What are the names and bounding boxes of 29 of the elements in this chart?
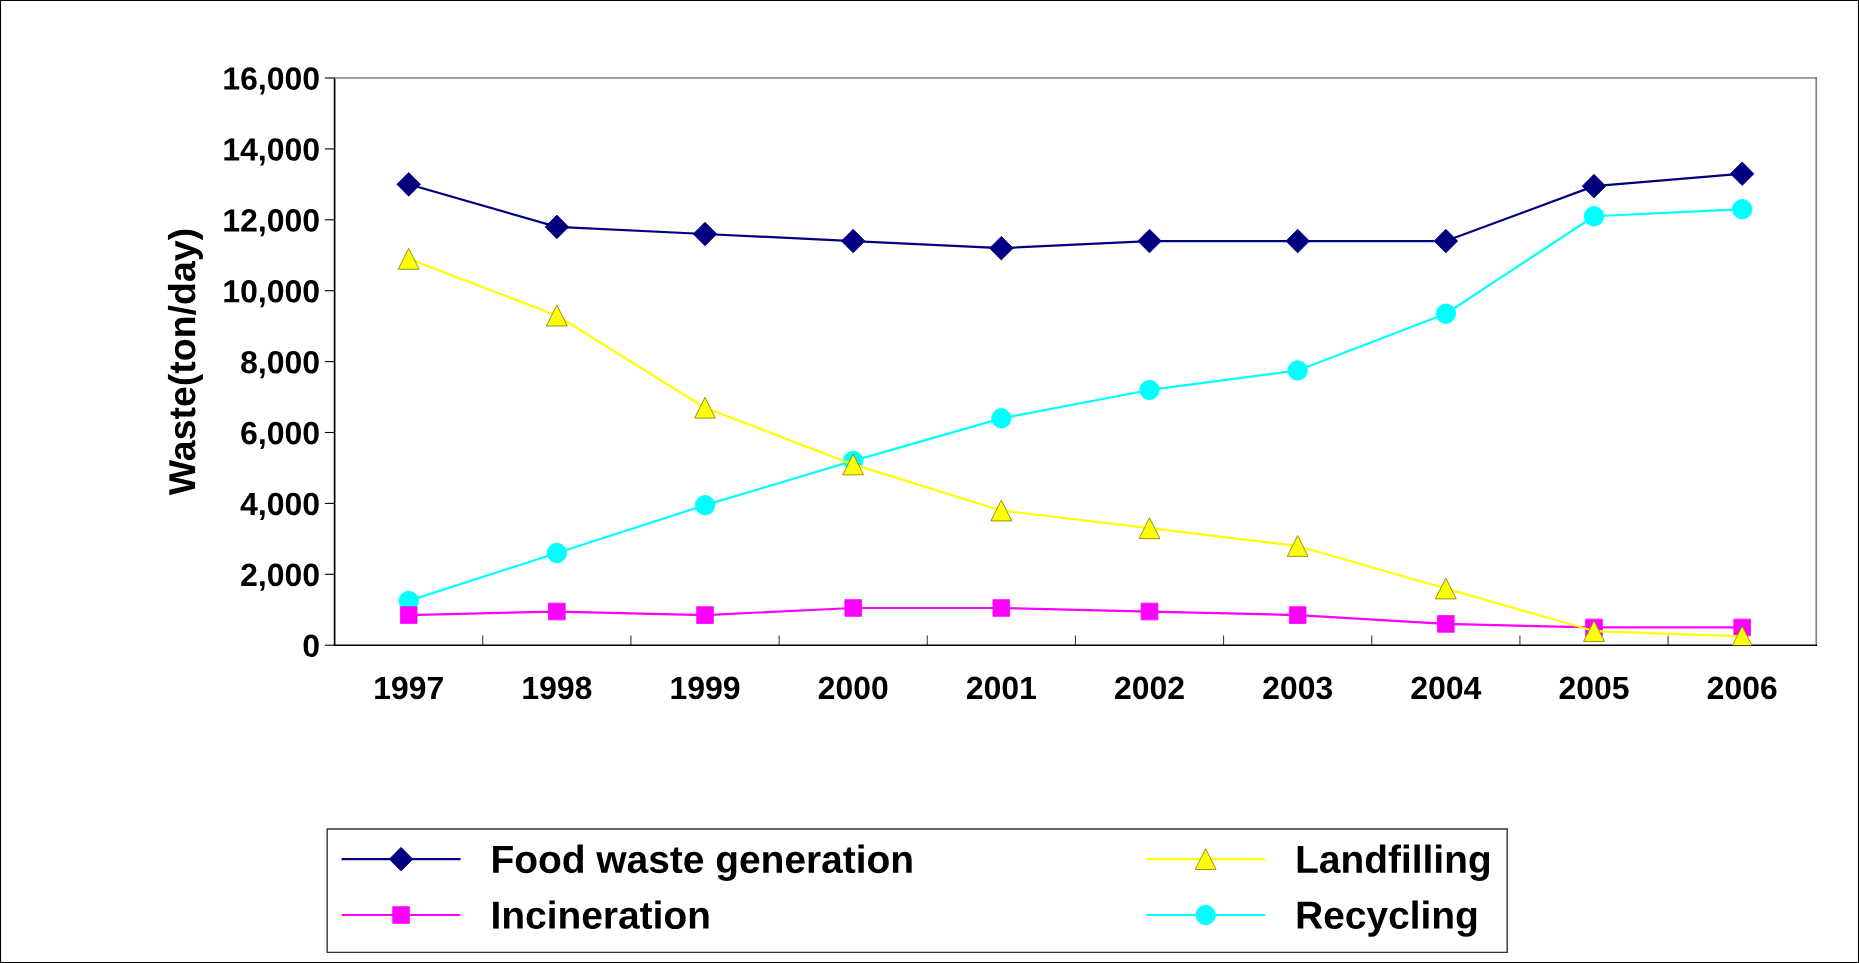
x-tick-label: 1997	[375, 676, 443, 700]
point	[1137, 228, 1162, 254]
x-tick-label: 2002	[1115, 676, 1184, 700]
legend-label: Incineration	[493, 900, 709, 929]
x-tick-label: 2005	[1559, 676, 1629, 700]
y-tick-label: 16,000	[224, 67, 319, 95]
point	[396, 172, 421, 197]
y-tick-label: 2,000	[241, 563, 319, 591]
x-tick-label: 1999	[671, 676, 740, 700]
y-tick-label: 4,000	[240, 492, 319, 520]
y-tick-label: 12,000	[224, 209, 319, 237]
x-tick-label: 1998	[523, 676, 592, 700]
x-tick-label: 2001	[966, 676, 1036, 700]
point	[1433, 228, 1459, 254]
y-tick-label: 10,000	[224, 279, 319, 308]
x-tick-label: 2006	[1707, 676, 1777, 700]
legend-label: Recycling	[1297, 900, 1477, 937]
point	[546, 304, 568, 327]
y-tick-label: 0	[303, 634, 319, 658]
y-tick-label: 14,000	[224, 138, 319, 166]
legend-label: Food waste generation	[493, 844, 912, 881]
x-tick-label: 2003	[1263, 676, 1333, 700]
point	[840, 228, 866, 254]
x-tick-label: 2004	[1411, 676, 1482, 700]
x-tick-label: 2000	[818, 676, 888, 700]
y-tick-label: 6,000	[241, 421, 319, 450]
y-axis-title: Waste(ton/day)	[167, 229, 203, 496]
y-tick-label: 8,000	[241, 350, 319, 379]
legend-label: Landfilling	[1297, 844, 1490, 881]
